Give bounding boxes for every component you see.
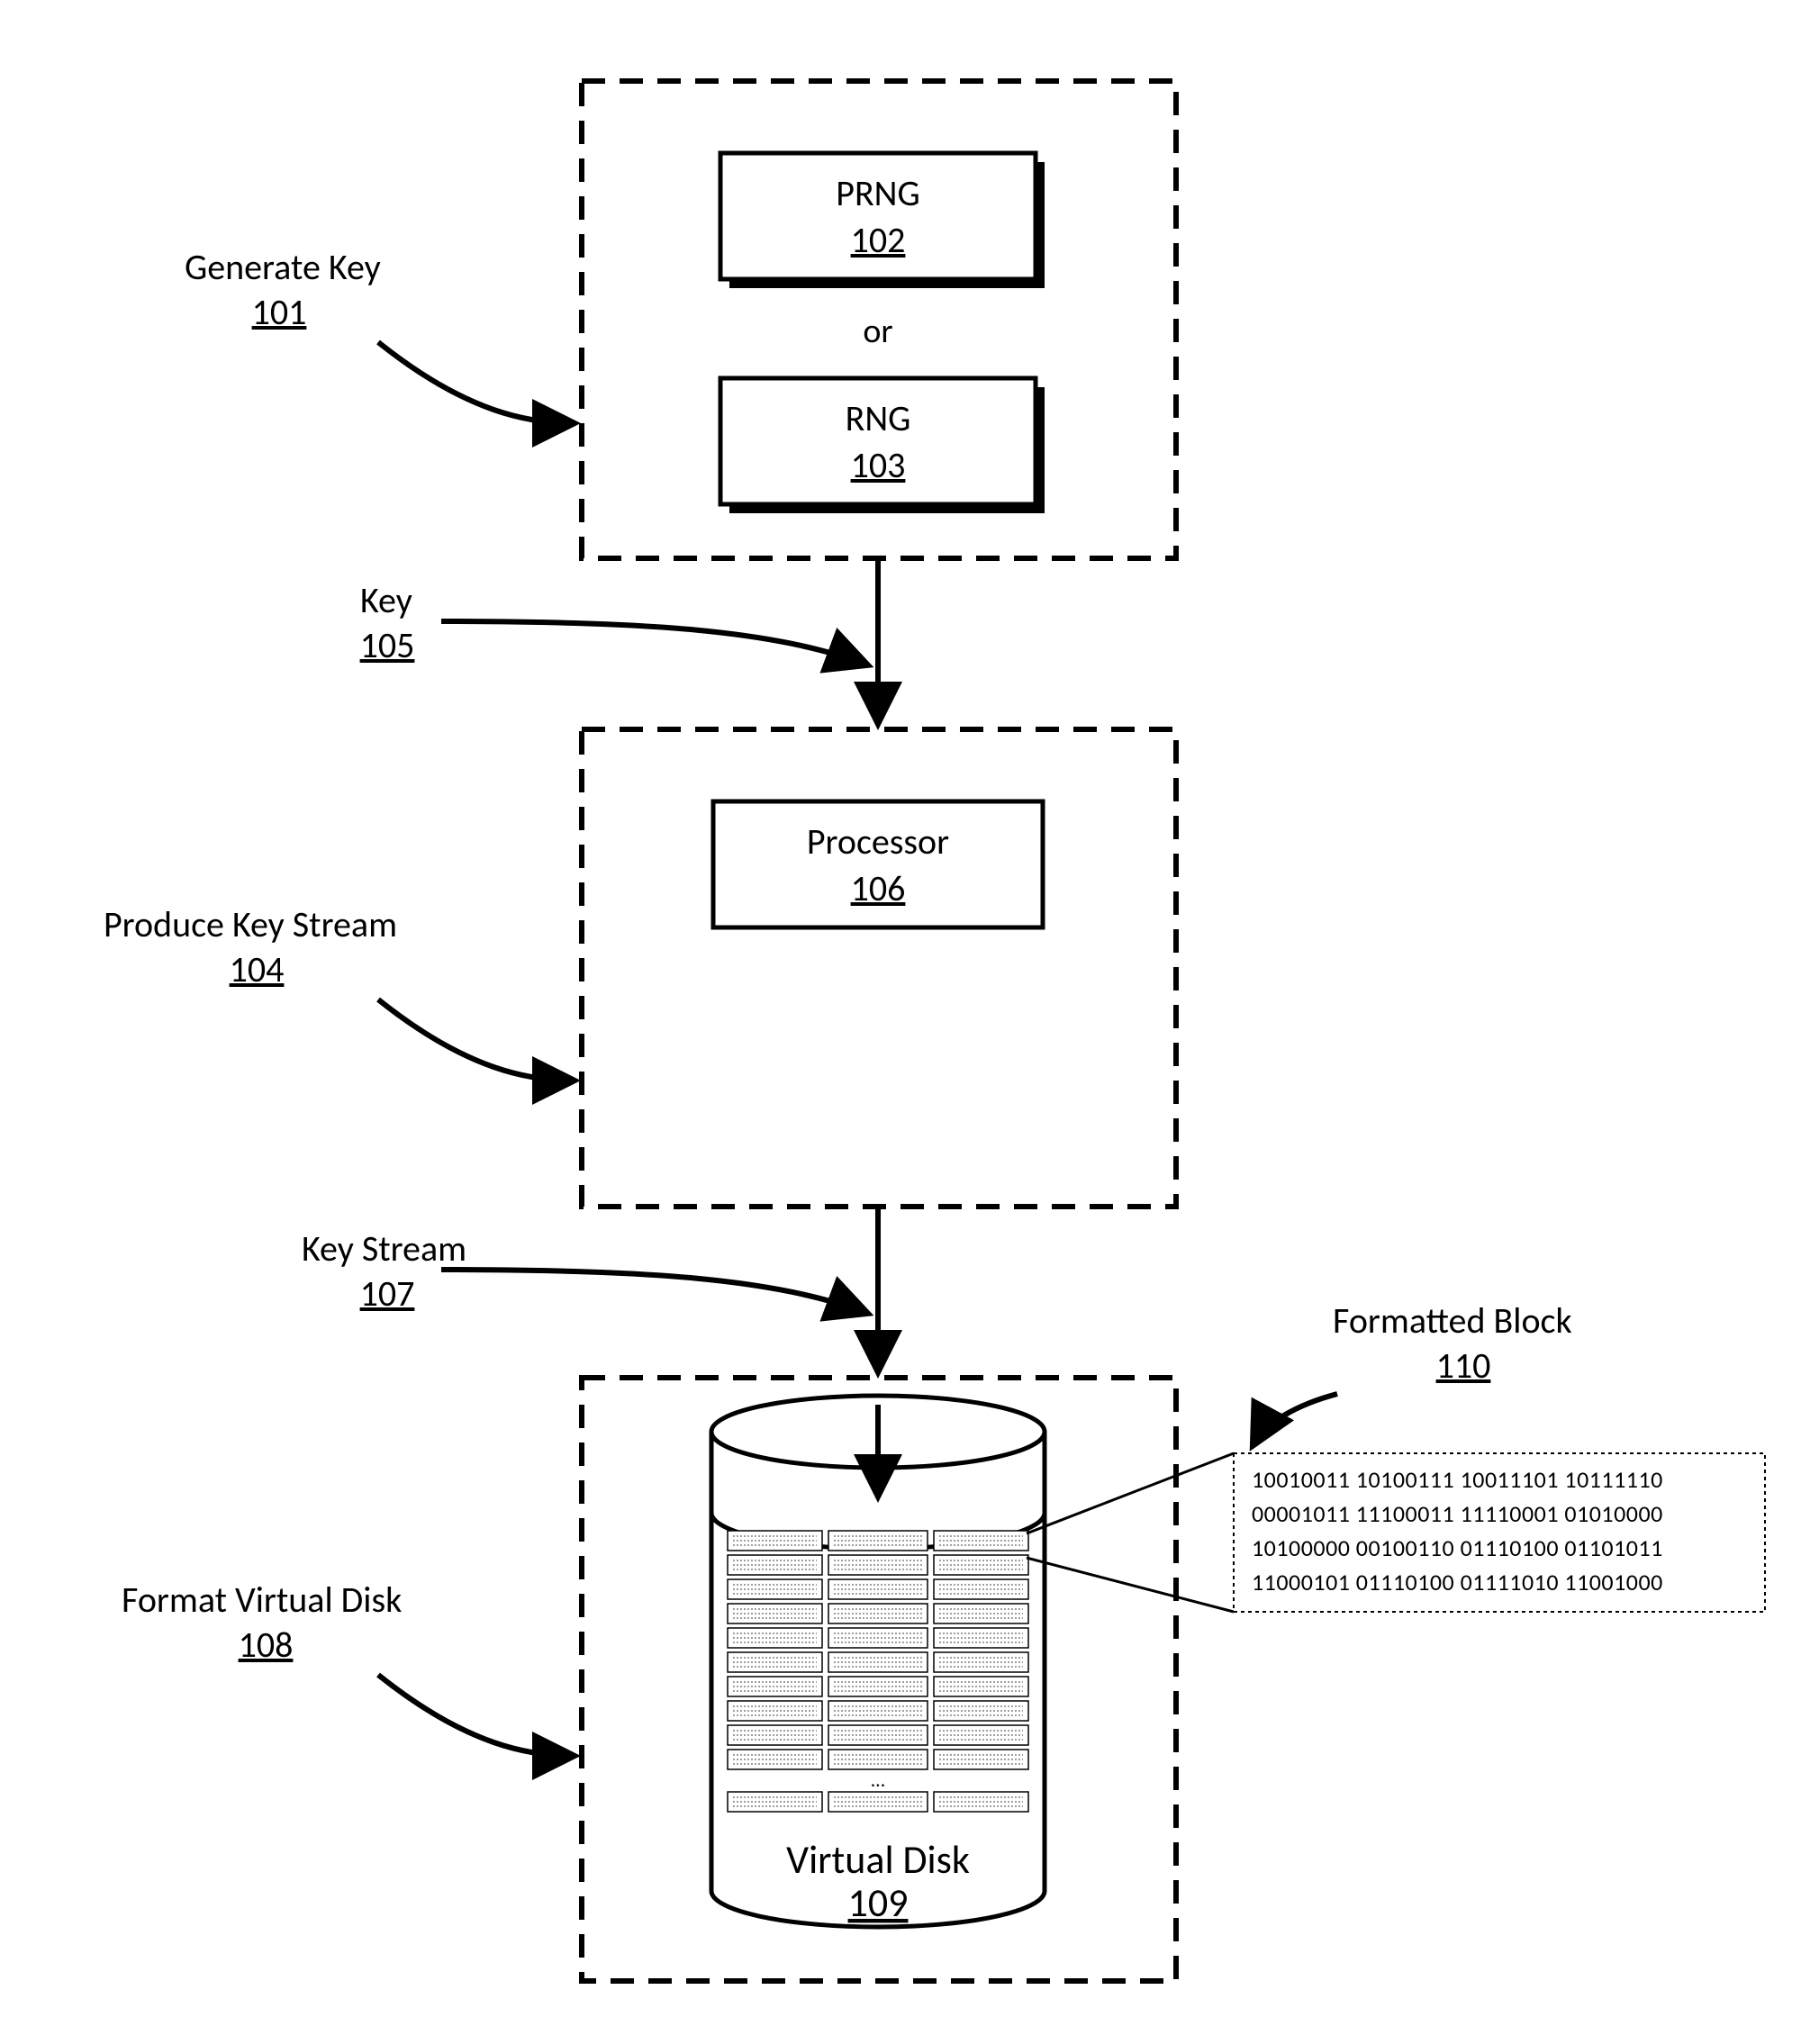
key-stream-label: Key Stream xyxy=(302,1226,466,1271)
key-pointer xyxy=(441,621,866,665)
produce-key-stream-label: Produce Key Stream xyxy=(104,902,397,946)
prng-ref: 102 xyxy=(851,218,906,262)
produce-key-stream-ref: 104 xyxy=(230,947,285,991)
callout-lead-top xyxy=(1027,1453,1234,1533)
virtual-disk-ref: 109 xyxy=(848,1878,909,1927)
disk-rows-ellipsis: … xyxy=(871,1768,884,1792)
virtual-disk-label: Virtual Disk xyxy=(786,1835,970,1884)
format-virtual-disk-ref: 108 xyxy=(239,1623,294,1667)
key-stream-pointer xyxy=(441,1270,866,1313)
format-virtual-disk-pointer xyxy=(378,1675,573,1756)
processor-ref: 106 xyxy=(851,866,906,910)
key-ref: 105 xyxy=(360,623,415,667)
produce-key-stream-pointer xyxy=(378,999,573,1081)
formatted-block-bits-1: 00001011 11100011 11110001 01010000 xyxy=(1252,1499,1663,1528)
formatted-block-bits-0: 10010011 10100111 10011101 10111110 xyxy=(1252,1465,1663,1494)
disk-block-rows: … xyxy=(728,1531,1028,1812)
key-stream-ref: 107 xyxy=(360,1271,415,1316)
processor-label: Processor xyxy=(807,819,949,864)
generate-key-pointer xyxy=(378,342,573,423)
callout-lead-bottom xyxy=(1027,1558,1234,1612)
format-virtual-disk-label: Format Virtual Disk xyxy=(122,1578,402,1622)
formatted-block-label: Formatted Block xyxy=(1333,1298,1572,1343)
rng-ref: 103 xyxy=(851,443,906,487)
generate-key-ref: 101 xyxy=(252,290,307,334)
rng-label: RNG xyxy=(846,396,911,440)
formatted-block-bits-2: 10100000 00100110 01110100 01101011 xyxy=(1252,1533,1663,1562)
formatted-block-ref: 110 xyxy=(1436,1343,1491,1388)
or-label: or xyxy=(863,311,892,352)
key-label: Key xyxy=(360,578,412,622)
formatted-block-pointer xyxy=(1253,1394,1337,1444)
generate-key-label: Generate Key xyxy=(185,245,381,289)
prng-label: PRNG xyxy=(836,171,919,215)
formatted-block-bits-3: 11000101 01110100 01111010 11001000 xyxy=(1252,1568,1663,1596)
